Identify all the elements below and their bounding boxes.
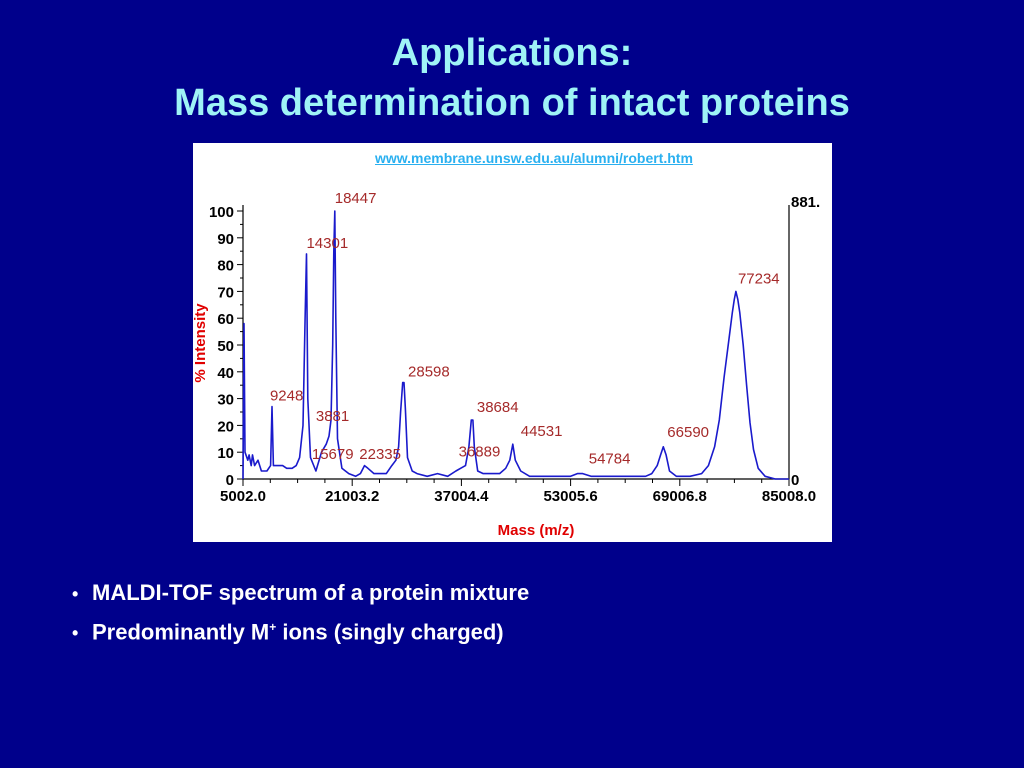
y-tick-label: 50 [217,338,234,355]
bullet-text: MALDI-TOF spectrum of a protein mixture [92,580,530,605]
peak-label: 15679 [312,446,354,463]
x-axis-label: Mass (m/z) [498,522,575,539]
y-tick-label: 0 [226,472,234,489]
spectrum-chart: 0 10 20 30 40 50 60 70 80 90 100 5002.0 21003.2 37004… [193,190,820,539]
x-tick-label: 69006.8 [653,488,707,505]
bullet-superscript: + [269,620,277,634]
y-axis-label: % Intensity [193,303,209,383]
bullet-text-post: ions (singly charged) [276,619,504,645]
bullet-text-pre: Predominantly M [92,619,270,645]
bullet-dot-icon: • [72,623,79,644]
peak-label: 18447 [335,190,377,207]
title-line-1: Applications: [391,32,633,74]
peak-label: 14301 [306,235,348,252]
spectrum-line [242,210,789,480]
bullet-item: • MALDI-TOF spectrum of a protein mixture [72,578,529,612]
peak-label: 3881 [316,408,349,425]
x-tick-label: 21003.2 [325,488,379,505]
bullet-list: • MALDI-TOF spectrum of a protein mixture… [72,578,529,646]
slide-title: Applications: Mass determination of inta… [0,28,1024,128]
x-tick-label: 37004.4 [434,488,489,505]
x-tick-label: 85008.0 [762,488,816,505]
peak-label: 36889 [459,443,501,460]
source-url-link[interactable]: www.membrane.unsw.edu.au/alumni/robert.h… [375,150,693,166]
peak-label: 77234 [738,270,780,287]
y-tick-label: 80 [217,258,234,275]
bullet-dot-icon: • [72,584,79,604]
y-tick-label: 10 [217,445,234,462]
bullet-item: • Predominantly M+ ions (singly charged) [72,612,529,646]
peak-label: 9248 [270,388,303,405]
peak-label: 66590 [667,424,709,441]
peak-label: 54784 [589,451,631,468]
y-tick-label: 100 [209,204,234,221]
right-axis-top-label: 881. [791,194,820,211]
peak-label: 22335 [359,446,401,463]
x-tick-label: 53005.6 [543,488,597,505]
x-tick-label: 5002.0 [220,488,266,505]
y-tick-label: 90 [217,231,234,248]
peak-label: 44531 [521,423,563,440]
chart-series [242,210,789,480]
y-tick-label: 70 [217,284,234,301]
y-tick-label: 60 [217,311,234,328]
spectrum-chart-panel: 0 10 20 30 40 50 60 70 80 90 100 5002.0 21003.2 37004… [193,143,832,542]
peak-label: 38684 [477,399,519,416]
y-tick-label: 40 [217,365,234,382]
right-axis-bottom-label: 0 [791,472,799,489]
peak-label: 28598 [408,364,450,381]
y-tick-label: 30 [217,392,234,409]
chart-ticks: 0 10 20 30 40 50 60 70 80 90 100 5002.0 21003.2 37004… [209,204,816,505]
y-tick-label: 20 [217,418,234,435]
title-line-2: Mass determination of intact proteins [174,82,850,124]
